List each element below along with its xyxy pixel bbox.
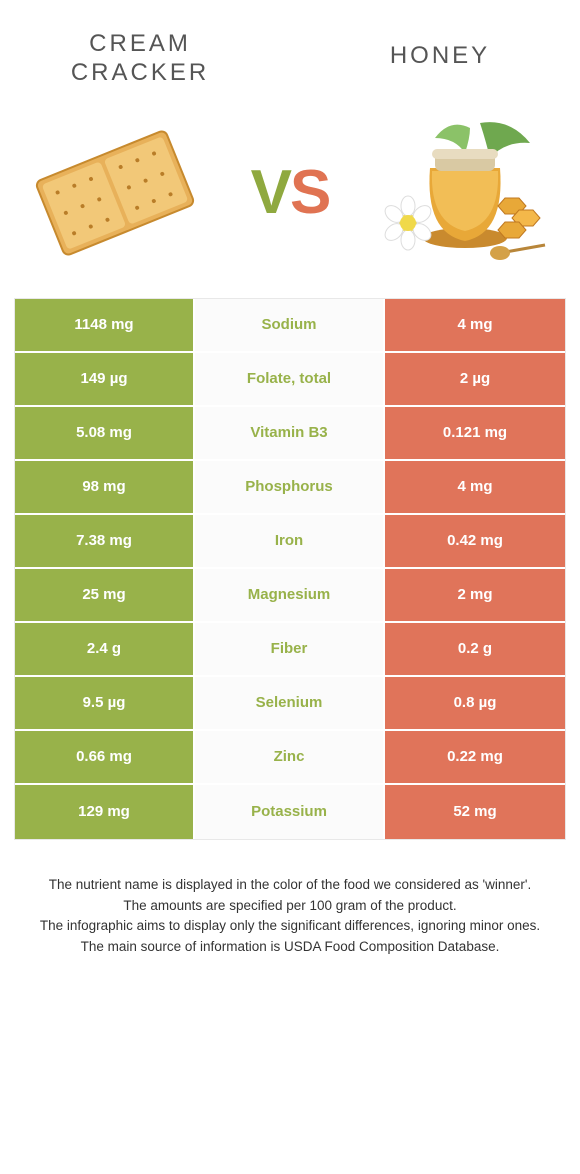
title-line: CREAM bbox=[89, 30, 191, 57]
title-line: HONEY bbox=[390, 42, 490, 69]
right-value-cell: 52 mg bbox=[385, 785, 565, 839]
footnote-line: The nutrient name is displayed in the co… bbox=[30, 875, 550, 896]
nutrient-name-cell: Sodium bbox=[195, 299, 385, 351]
footnotes: The nutrient name is displayed in the co… bbox=[0, 840, 580, 959]
footnote-line: The amounts are specified per 100 gram o… bbox=[30, 896, 550, 917]
right-value-cell: 0.22 mg bbox=[385, 731, 565, 783]
left-value-cell: 7.38 mg bbox=[15, 515, 195, 567]
left-value-cell: 9.5 µg bbox=[15, 677, 195, 729]
right-value-cell: 2 mg bbox=[385, 569, 565, 621]
nutrient-name-cell: Folate, total bbox=[195, 353, 385, 405]
left-value-cell: 129 mg bbox=[15, 785, 195, 839]
table-row: 5.08 mgVitamin B30.121 mg bbox=[15, 407, 565, 461]
nutrient-name-cell: Iron bbox=[195, 515, 385, 567]
vs-s: S bbox=[290, 158, 329, 227]
nutrient-name-cell: Selenium bbox=[195, 677, 385, 729]
table-row: 25 mgMagnesium2 mg bbox=[15, 569, 565, 623]
table-row: 0.66 mgZinc0.22 mg bbox=[15, 731, 565, 785]
table-row: 129 mgPotassium52 mg bbox=[15, 785, 565, 839]
cracker-image bbox=[25, 113, 205, 273]
left-value-cell: 1148 mg bbox=[15, 299, 195, 351]
cracker-icon bbox=[23, 109, 207, 276]
left-value-cell: 0.66 mg bbox=[15, 731, 195, 783]
left-value-cell: 25 mg bbox=[15, 569, 195, 621]
right-value-cell: 0.42 mg bbox=[385, 515, 565, 567]
left-value-cell: 5.08 mg bbox=[15, 407, 195, 459]
nutrient-name-cell: Zinc bbox=[195, 731, 385, 783]
footnote-line: The infographic aims to display only the… bbox=[30, 916, 550, 937]
honey-icon bbox=[380, 113, 550, 273]
table-row: 2.4 gFiber0.2 g bbox=[15, 623, 565, 677]
right-value-cell: 2 µg bbox=[385, 353, 565, 405]
left-value-cell: 98 mg bbox=[15, 461, 195, 513]
right-value-cell: 4 mg bbox=[385, 461, 565, 513]
honey-image bbox=[375, 113, 555, 273]
footnote-line: The main source of information is USDA F… bbox=[30, 937, 550, 958]
table-row: 98 mgPhosphorus4 mg bbox=[15, 461, 565, 515]
nutrient-name-cell: Phosphorus bbox=[195, 461, 385, 513]
table-row: 1148 mgSodium4 mg bbox=[15, 299, 565, 353]
table-row: 9.5 µgSelenium0.8 µg bbox=[15, 677, 565, 731]
left-food-title: CREAM CRACKER bbox=[40, 30, 240, 88]
title-line: CRACKER bbox=[71, 59, 209, 86]
right-value-cell: 0.8 µg bbox=[385, 677, 565, 729]
left-value-cell: 2.4 g bbox=[15, 623, 195, 675]
left-value-cell: 149 µg bbox=[15, 353, 195, 405]
images-row: VS bbox=[0, 98, 580, 298]
nutrient-name-cell: Fiber bbox=[195, 623, 385, 675]
vs-text: VS bbox=[251, 157, 330, 228]
nutrient-table: 1148 mgSodium4 mg149 µgFolate, total2 µg… bbox=[14, 298, 566, 840]
nutrient-name-cell: Potassium bbox=[195, 785, 385, 839]
right-food-title: HONEY bbox=[340, 30, 540, 88]
table-row: 7.38 mgIron0.42 mg bbox=[15, 515, 565, 569]
right-value-cell: 4 mg bbox=[385, 299, 565, 351]
right-value-cell: 0.121 mg bbox=[385, 407, 565, 459]
vs-v: V bbox=[251, 158, 290, 227]
nutrient-name-cell: Magnesium bbox=[195, 569, 385, 621]
right-value-cell: 0.2 g bbox=[385, 623, 565, 675]
nutrient-name-cell: Vitamin B3 bbox=[195, 407, 385, 459]
table-row: 149 µgFolate, total2 µg bbox=[15, 353, 565, 407]
header-titles: CREAM CRACKER HONEY bbox=[0, 0, 580, 98]
